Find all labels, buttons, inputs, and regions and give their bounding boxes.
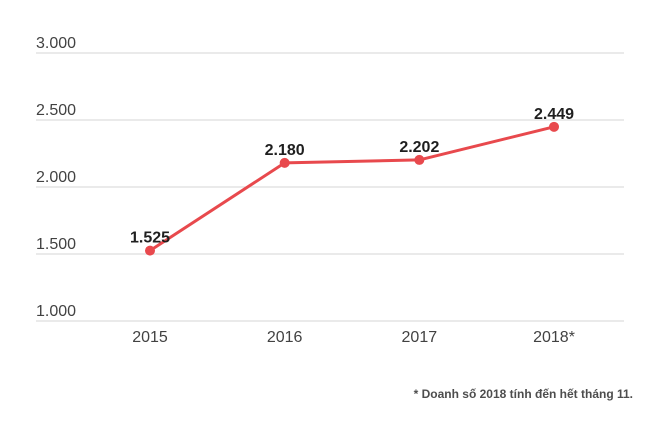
y-axis-tick-label: 3.000 bbox=[36, 35, 76, 52]
sales-line-chart: 1.000 1.500 2.000 2.500 3.000 1.525 2015 2.180 2… bbox=[36, 35, 624, 346]
y-axis-tick-label: 2.000 bbox=[36, 169, 76, 186]
x-axis-tick-label: 2016 bbox=[267, 329, 303, 346]
chart-footnote: * Doanh số 2018 tính đến hết tháng 11. bbox=[413, 387, 633, 401]
x-axis-tick-label: 2015 bbox=[132, 329, 168, 346]
data-point[interactable] bbox=[145, 245, 155, 256]
data-point-label: 2.202 bbox=[399, 139, 439, 156]
data-point[interactable] bbox=[279, 157, 290, 168]
y-axis-tick-label: 2.500 bbox=[36, 102, 76, 119]
data-point-label: 1.525 bbox=[130, 230, 170, 247]
x-axis-tick-label: 2018* bbox=[533, 329, 575, 346]
y-axis-tick-label: 1.500 bbox=[36, 236, 76, 253]
data-point-label: 2.449 bbox=[534, 106, 574, 123]
y-axis-tick-label: 1.000 bbox=[36, 303, 76, 320]
data-point-label: 2.180 bbox=[265, 142, 305, 159]
line-series bbox=[148, 125, 556, 253]
data-point[interactable] bbox=[414, 154, 425, 165]
data-point[interactable] bbox=[549, 121, 560, 132]
x-axis-tick-label: 2017 bbox=[402, 329, 438, 346]
